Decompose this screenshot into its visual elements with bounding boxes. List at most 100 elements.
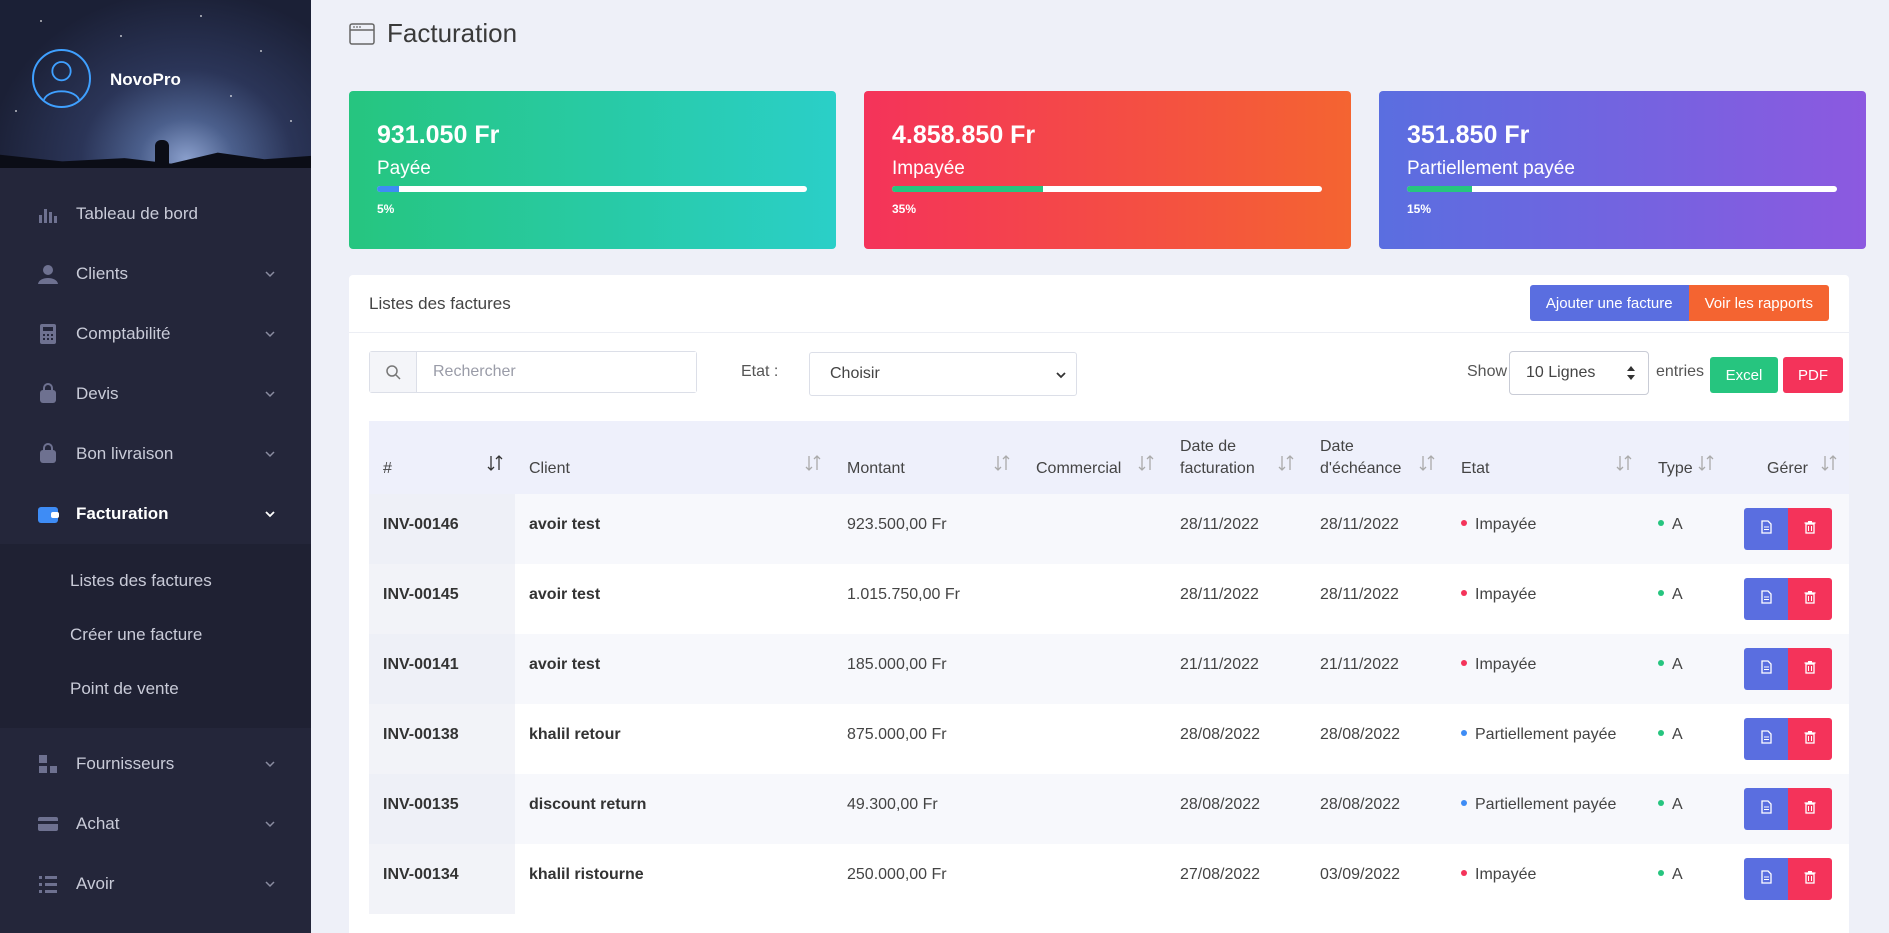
table-row[interactable]: INV-00134 khalil ristourne 250.000,00 Fr 27… xyxy=(369,844,1849,914)
invoice-id[interactable]: INV-00141 xyxy=(369,634,515,704)
invoice-status: Impayée xyxy=(1447,634,1644,704)
column-header-date-facturation[interactable]: Date de facturation xyxy=(1166,421,1306,494)
trash-icon xyxy=(1803,520,1817,539)
sidebar-item-label: Avoir xyxy=(76,874,115,893)
invoice-type: A xyxy=(1644,564,1726,634)
table-header-row: # Client Montant Commercial Date de fact… xyxy=(369,421,1849,494)
status-dot xyxy=(1461,519,1467,526)
invoice-actions xyxy=(1726,704,1849,774)
view-invoice-button[interactable] xyxy=(1743,648,1788,690)
etat-select[interactable]: Choisir xyxy=(809,352,1077,396)
invoices-table: # Client Montant Commercial Date de fact… xyxy=(369,421,1849,914)
invoice-amount: 185.000,00 Fr xyxy=(847,656,947,673)
column-header-etat[interactable]: Etat xyxy=(1447,421,1644,494)
chevron-down-icon xyxy=(265,511,275,518)
sidebar-item-devis[interactable]: Devis xyxy=(0,364,311,424)
sidebar-item-facturation[interactable]: Facturation xyxy=(0,484,311,544)
trash-icon xyxy=(1803,870,1817,889)
chevron-down-icon xyxy=(265,881,275,888)
table-row[interactable]: INV-00146 avoir test 923.500,00 Fr 28/11/20… xyxy=(369,494,1849,564)
column-header-commercial[interactable]: Commercial xyxy=(1022,421,1166,494)
stat-amount: 4.858.850 Fr xyxy=(892,121,1036,149)
sort-icon xyxy=(994,455,1010,471)
sidebar-item-tableau-de-bord[interactable]: Tableau de bord xyxy=(0,184,311,244)
invoice-due-date: 28/08/2022 xyxy=(1320,796,1401,813)
type-text: A xyxy=(1672,796,1683,813)
file-icon xyxy=(1759,799,1773,819)
page-size-select[interactable]: 10 Lignes xyxy=(1509,351,1649,395)
trash-icon xyxy=(1803,800,1817,819)
column-header-montant[interactable]: Montant xyxy=(833,421,1022,494)
column-header-gerer[interactable]: Gérer xyxy=(1726,421,1849,494)
column-header-type[interactable]: Type xyxy=(1644,421,1726,494)
stat-label: Impayée xyxy=(892,158,965,179)
delete-invoice-button[interactable] xyxy=(1787,858,1832,900)
submenu-item-listes-des-factures[interactable]: Listes des factures xyxy=(70,571,212,590)
type-dot xyxy=(1658,659,1664,666)
table-row[interactable]: INV-00138 khalil retour 875.000,00 Fr 28/08… xyxy=(369,704,1849,774)
table-row[interactable]: INV-00141 avoir test 185.000,00 Fr 21/11/20… xyxy=(369,634,1849,704)
invoice-id[interactable]: INV-00134 xyxy=(369,844,515,914)
view-invoice-button[interactable] xyxy=(1743,718,1788,760)
invoice-actions xyxy=(1726,774,1849,844)
sidebar: NovoPro Tableau de bord Clients Comptabi… xyxy=(0,0,311,933)
stat-label: Partiellement payée xyxy=(1407,158,1575,179)
status-text: Partiellement payée xyxy=(1475,796,1617,813)
chart-bars-icon xyxy=(36,202,60,226)
view-invoice-button[interactable] xyxy=(1743,578,1788,620)
sidebar-item-avoir[interactable]: Avoir xyxy=(0,854,311,914)
view-invoice-button[interactable] xyxy=(1743,788,1788,830)
column-header-client[interactable]: Client xyxy=(515,421,833,494)
delete-invoice-button[interactable] xyxy=(1787,578,1832,620)
search-box xyxy=(369,351,697,393)
table-row[interactable]: INV-00145 avoir test 1.015.750,00 Fr 28/11/… xyxy=(369,564,1849,634)
chevron-down-icon xyxy=(265,451,275,458)
sidebar-item-fournisseurs[interactable]: Fournisseurs xyxy=(0,734,311,794)
type-text: A xyxy=(1672,726,1683,743)
add-invoice-button[interactable]: Ajouter une facture xyxy=(1529,285,1689,321)
status-dot xyxy=(1461,729,1467,736)
view-reports-button[interactable]: Voir les rapports xyxy=(1688,285,1829,321)
invoice-amount: 250.000,00 Fr xyxy=(847,866,947,883)
sidebar-item-label: Comptabilité xyxy=(76,324,171,343)
stat-amount: 351.850 Fr xyxy=(1407,121,1530,149)
delete-invoice-button[interactable] xyxy=(1787,508,1832,550)
type-text: A xyxy=(1672,586,1683,603)
sidebar-item-bon-livraison[interactable]: Bon livraison xyxy=(0,424,311,484)
invoice-id[interactable]: INV-00145 xyxy=(369,564,515,634)
invoice-id[interactable]: INV-00146 xyxy=(369,494,515,564)
invoice-id[interactable]: INV-00138 xyxy=(369,704,515,774)
invoice-client: avoir test xyxy=(529,656,601,673)
search-icon xyxy=(370,352,417,392)
delete-invoice-button[interactable] xyxy=(1787,648,1832,690)
sidebar-item-achat[interactable]: Achat xyxy=(0,794,311,854)
view-invoice-button[interactable] xyxy=(1743,858,1788,900)
invoice-due-date: 28/11/2022 xyxy=(1320,586,1399,603)
submenu-item-creer-une-facture[interactable]: Créer une facture xyxy=(70,625,203,644)
avatar[interactable] xyxy=(32,49,91,108)
export-pdf-button[interactable]: PDF xyxy=(1783,357,1843,393)
column-header-date-echeance[interactable]: Date d'échéance xyxy=(1306,421,1447,494)
progress-bar xyxy=(1407,186,1837,192)
invoice-commercial xyxy=(1022,844,1166,914)
status-dot xyxy=(1461,869,1467,876)
invoice-client: khalil ristourne xyxy=(529,866,644,883)
sidebar-item-comptabilite[interactable]: Comptabilité xyxy=(0,304,311,364)
delete-invoice-button[interactable] xyxy=(1787,788,1832,830)
progress-fill xyxy=(377,186,399,192)
column-header-id[interactable]: # xyxy=(369,421,515,494)
invoice-id[interactable]: INV-00135 xyxy=(369,774,515,844)
invoice-actions xyxy=(1726,844,1849,914)
invoice-commercial xyxy=(1022,774,1166,844)
invoice-amount: 923.500,00 Fr xyxy=(847,516,947,533)
delete-invoice-button[interactable] xyxy=(1787,718,1832,760)
search-input[interactable] xyxy=(417,352,696,392)
status-text: Partiellement payée xyxy=(1475,726,1617,743)
view-invoice-button[interactable] xyxy=(1743,508,1788,550)
file-icon xyxy=(1759,589,1773,609)
sidebar-item-clients[interactable]: Clients xyxy=(0,244,311,304)
table-row[interactable]: INV-00135 discount return 49.300,00 Fr 28/0… xyxy=(369,774,1849,844)
type-text: A xyxy=(1672,866,1683,883)
submenu-item-point-de-vente[interactable]: Point de vente xyxy=(70,679,179,698)
export-excel-button[interactable]: Excel xyxy=(1710,357,1778,393)
